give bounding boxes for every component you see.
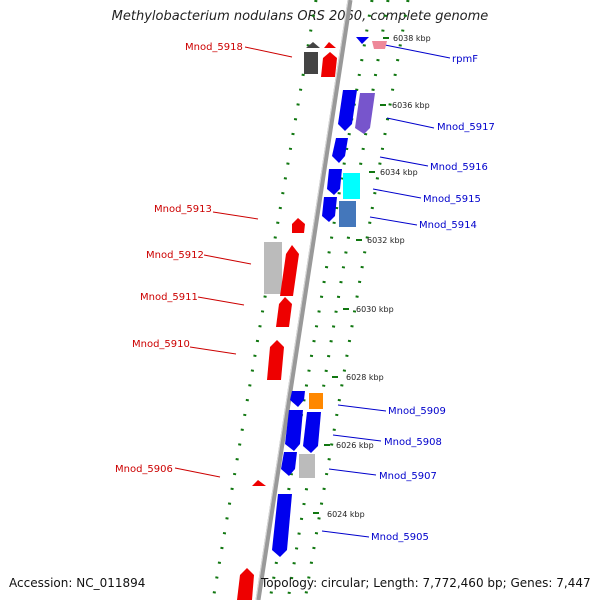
tick-label: 6034 kbp: [380, 168, 418, 177]
gene-mnod-5910[interactable]: Mnod_5910: [132, 339, 284, 380]
tick-label: 6024 kbp: [327, 510, 365, 519]
gene-arrow: [272, 494, 292, 557]
gene-label: Mnod_5909: [388, 406, 446, 417]
gene-label-leader: [384, 44, 451, 59]
gene-label-leader: [174, 467, 221, 478]
tick-6034: 6034 kbp: [369, 168, 418, 177]
gene-label: Mnod_5913: [154, 204, 212, 215]
gene-label-leader: [369, 216, 418, 226]
gene-arrow: [355, 93, 375, 134]
gene-label-leader: [372, 188, 422, 199]
gene-arrow: [303, 412, 321, 453]
accession-text: Accession: NC_011894: [9, 576, 146, 590]
gene-rpmf[interactable]: rpmF: [356, 37, 478, 65]
gene-label-leader: [328, 468, 377, 476]
gene-label: Mnod_5907: [379, 471, 437, 482]
gene-mnod-5914[interactable]: Mnod_5914: [322, 197, 477, 231]
gene-label: rpmF: [452, 54, 478, 65]
gene-label: Mnod_5914: [419, 220, 477, 231]
tick-6036: 6036 kbp: [380, 101, 430, 110]
gene-mnod-5909[interactable]: Mnod_5909: [290, 391, 446, 417]
gene-unlabeled-forward[interactable]: [237, 568, 254, 600]
gene-mnod-5905[interactable]: Mnod_5905: [272, 494, 429, 557]
gene-label: Mnod_5911: [140, 292, 198, 303]
tick-6028: 6028 kbp: [332, 373, 384, 382]
outer-ring-left: [211, 0, 318, 600]
gene-mnod-5918[interactable]: Mnod_5918: [185, 42, 337, 77]
gene-arrow: [321, 52, 337, 77]
tick-label: 6026 kbp: [336, 441, 374, 450]
gene-arrow: [285, 410, 303, 451]
gene-mnod-5913[interactable]: Mnod_5913: [154, 204, 305, 233]
gene-mnod-5907[interactable]: Mnod_5907: [281, 452, 437, 482]
gene-arrow: [299, 454, 315, 478]
tick-6038: 6038 kbp: [383, 34, 431, 43]
gene-arrow: [290, 391, 305, 407]
backbone-highlight: [255, 0, 349, 600]
gene-arrow: [264, 242, 282, 294]
gene-arrow: [339, 201, 356, 227]
gene-arrow: [324, 42, 336, 48]
gene-mnod-5906[interactable]: Mnod_5906: [115, 464, 266, 486]
gene-label: Mnod_5916: [430, 162, 488, 173]
gene-arrow: [267, 340, 284, 380]
tick-label: 6032 kbp: [367, 236, 405, 245]
gene-arrow: [309, 393, 323, 409]
gene-mnod-5916[interactable]: Mnod_5916: [332, 138, 488, 173]
gene-arrow: [306, 42, 320, 48]
gene-label-leader: [212, 211, 259, 220]
gene-arrow: [304, 52, 318, 74]
gene-arrow: [276, 297, 292, 327]
tick-label: 6036 kbp: [392, 101, 430, 110]
gene-arrow: [343, 173, 360, 199]
gene-mnod-5915[interactable]: Mnod_5915: [327, 169, 481, 205]
tick-label: 6038 kbp: [393, 34, 431, 43]
gene-label-leader: [321, 530, 370, 538]
gene-label: Mnod_5912: [146, 250, 204, 261]
gene-label: Mnod_5905: [371, 532, 429, 543]
gene-arrow: [356, 37, 369, 44]
gene-label: Mnod_5917: [437, 122, 495, 133]
tick-6032: 6032 kbp: [356, 236, 405, 245]
gene-mnod-5917[interactable]: Mnod_5917: [338, 90, 495, 134]
tick-6024: 6024 kbp: [313, 510, 365, 519]
gene-label-leader: [189, 346, 237, 355]
gene-arrow: [327, 169, 342, 195]
gene-arrow: [372, 41, 387, 49]
gene-label: Mnod_5918: [185, 42, 243, 53]
gene-label-leader: [203, 254, 252, 265]
genome-stats-text: Topology: circular; Length: 7,772,460 bp…: [261, 576, 591, 590]
gene-label-leader: [197, 296, 245, 306]
gene-arrow: [338, 90, 357, 131]
gene-label: Mnod_5910: [132, 339, 190, 350]
gene-arrow: [252, 480, 266, 486]
gene-arrow: [237, 568, 254, 600]
gene-label: Mnod_5915: [423, 194, 481, 205]
tick-label: 6030 kbp: [356, 305, 394, 314]
gene-label: Mnod_5908: [384, 437, 442, 448]
gene-label-leader: [379, 156, 429, 167]
genome-title: Methylobacterium nodulans ORS 2060, comp…: [111, 9, 489, 24]
gene-label: Mnod_5906: [115, 464, 173, 475]
tick-6026: 6026 kbp: [324, 441, 374, 450]
gene-mnod-5908[interactable]: Mnod_5908: [285, 410, 442, 453]
tick-6030: 6030 kbp: [343, 305, 394, 314]
gene-mnod-5911[interactable]: Mnod_5911: [140, 292, 292, 327]
gene-mnod-5912[interactable]: Mnod_5912: [146, 242, 299, 296]
gene-label-leader: [337, 404, 387, 412]
tick-label: 6028 kbp: [346, 373, 384, 382]
backbone-line: [255, 0, 353, 600]
gene-arrow: [322, 197, 337, 222]
gene-arrow: [280, 245, 299, 296]
gene-arrow: [281, 452, 297, 476]
gene-label-leader: [244, 46, 293, 58]
gene-arrow: [292, 218, 305, 233]
gene-arrow: [332, 138, 348, 163]
gene-label-leader: [332, 434, 382, 442]
gene-label-leader: [386, 117, 435, 129]
